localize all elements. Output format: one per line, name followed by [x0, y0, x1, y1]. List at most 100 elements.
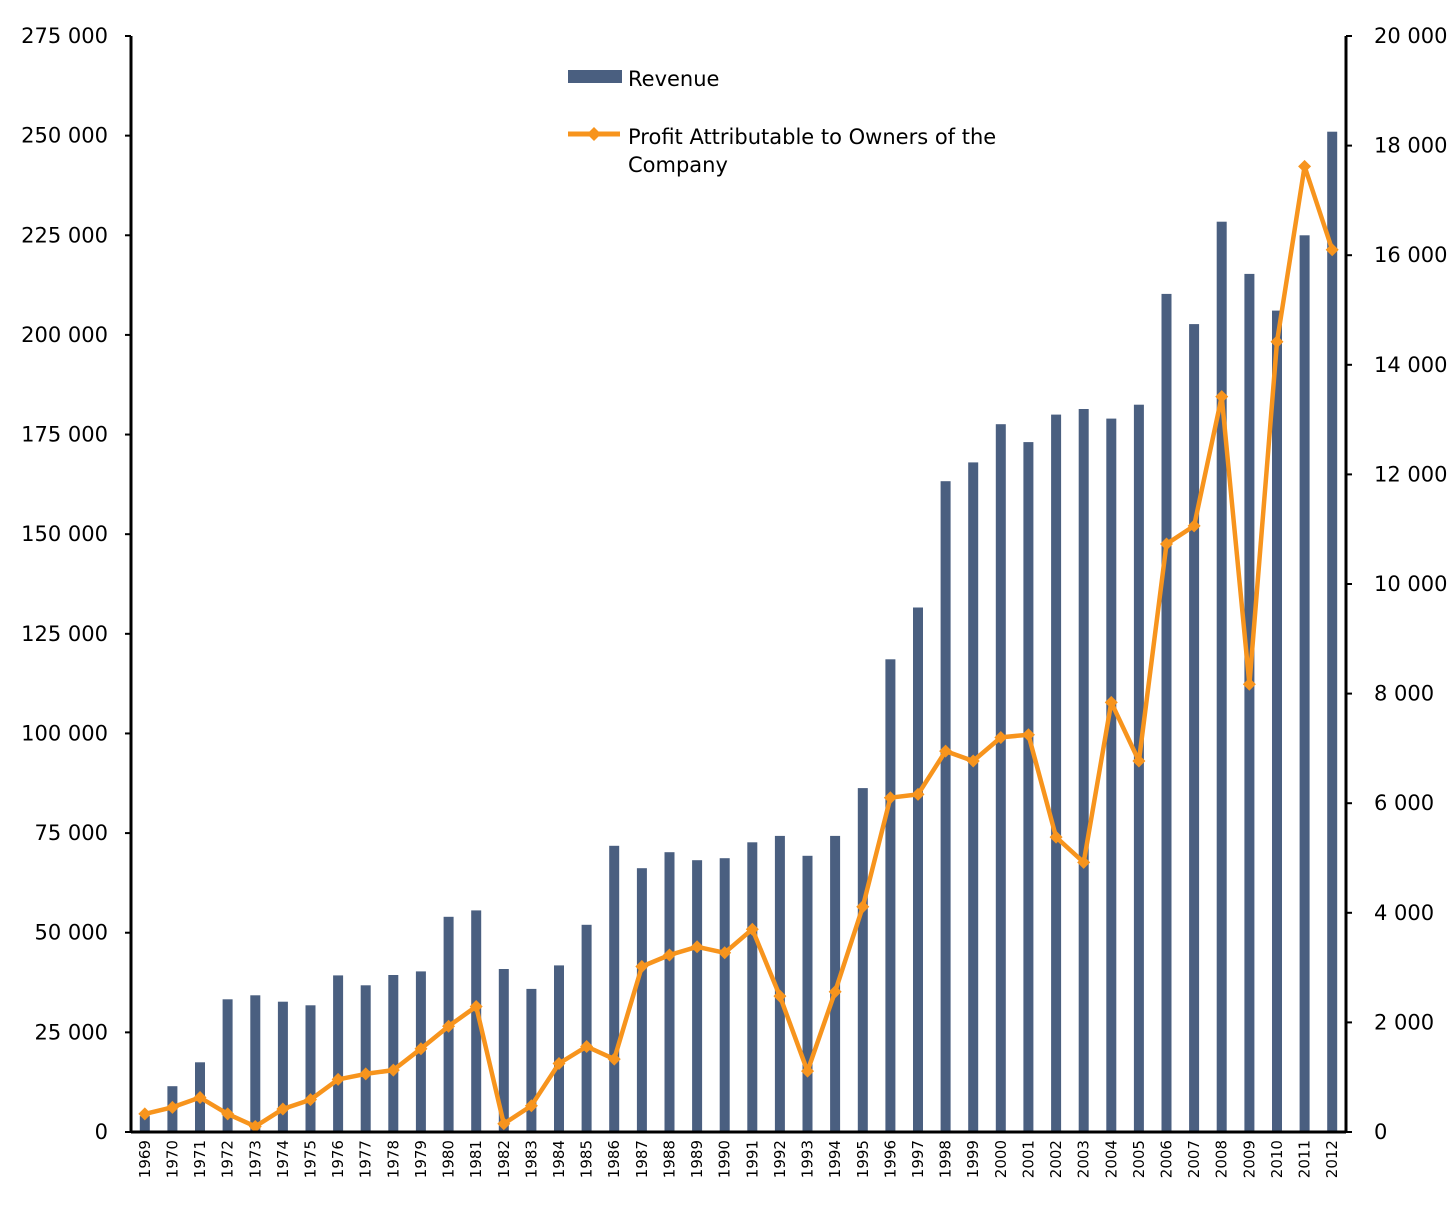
x-tick-label-2002: 2002	[1047, 1140, 1065, 1178]
legend-revenue-swatch	[568, 70, 622, 83]
x-tick-label-1988: 1988	[660, 1140, 678, 1178]
x-tick-label-2004: 2004	[1102, 1140, 1120, 1178]
x-tick-label-1985: 1985	[578, 1140, 596, 1178]
left-tick-label: 75 000	[35, 821, 108, 845]
x-tick-label-2000: 2000	[992, 1140, 1010, 1178]
profit-marker-1988	[662, 948, 676, 962]
profit-marker-1983	[524, 1099, 538, 1113]
profit-marker-2002	[1049, 830, 1063, 844]
x-tick-label-1997: 1997	[909, 1140, 927, 1178]
left-tick-label: 225 000	[21, 223, 108, 247]
x-tick-label-1989: 1989	[688, 1140, 706, 1178]
x-tick-label-2005: 2005	[1130, 1140, 1148, 1178]
revenue-bar-2000	[995, 424, 1006, 1132]
x-tick-label-1995: 1995	[854, 1140, 872, 1178]
left-tick-label: 50 000	[35, 921, 108, 945]
x-tick-label-1994: 1994	[826, 1140, 844, 1178]
x-tick-label-1970: 1970	[163, 1140, 181, 1178]
legend-profit-swatch-marker	[587, 127, 601, 141]
left-tick-label: 275 000	[21, 24, 108, 48]
profit-marker-1970	[165, 1100, 179, 1114]
profit-marker-1990	[718, 946, 732, 960]
x-tick-label-1979: 1979	[412, 1140, 430, 1178]
profit-marker-1982	[497, 1117, 511, 1131]
x-tick-label-1984: 1984	[550, 1140, 568, 1178]
x-tick-label-1971: 1971	[191, 1140, 209, 1178]
right-tick-label: 20 000	[1374, 24, 1447, 48]
x-tick-label-2007: 2007	[1185, 1140, 1203, 1178]
x-tick-label-2010: 2010	[1268, 1140, 1286, 1178]
left-tick-label: 0	[95, 1120, 108, 1144]
right-tick-label: 6 000	[1374, 791, 1434, 815]
x-tick-label-1990: 1990	[716, 1140, 734, 1178]
x-tick-label-1982: 1982	[495, 1140, 513, 1178]
right-tick-label: 14 000	[1374, 353, 1447, 377]
profit-marker-2012	[1325, 243, 1339, 257]
profit-marker-1977	[359, 1067, 373, 1081]
x-tick-label-2009: 2009	[1240, 1140, 1258, 1178]
legend: Revenue Profit Attributable to Owners of…	[568, 67, 996, 177]
profit-marker-1995	[856, 900, 870, 914]
x-tick-label-2012: 2012	[1323, 1140, 1341, 1178]
left-tick-label: 175 000	[21, 423, 108, 447]
revenue-bar-2007	[1189, 324, 1200, 1133]
profit-marker-1989	[690, 940, 704, 954]
revenue-bar-1972	[222, 999, 233, 1132]
revenue-bar-1969	[139, 1116, 150, 1132]
profit-marker-1985	[580, 1040, 594, 1054]
profit-marker-1969	[138, 1107, 152, 1121]
profit-marker-1992	[773, 989, 787, 1003]
right-tick-label: 2 000	[1374, 1010, 1434, 1034]
x-tick-label-1978: 1978	[384, 1140, 402, 1178]
revenue-bar-1999	[968, 462, 979, 1132]
revenue-bar-1997	[913, 607, 923, 1132]
x-tick-label-1980: 1980	[440, 1140, 458, 1178]
right-tick-label: 10 000	[1374, 572, 1447, 596]
revenue-bar-2003	[1078, 409, 1089, 1132]
revenue-bar-2001	[1023, 442, 1034, 1133]
revenue-bar-1973	[250, 995, 261, 1132]
legend-profit-label-line1: Profit Attributable to Owners of the	[628, 125, 996, 149]
revenue-bar-1994	[830, 835, 841, 1132]
profit-marker-2001	[1021, 728, 1035, 742]
legend-revenue-label: Revenue	[628, 67, 719, 91]
revenue-bar-2008	[1216, 221, 1227, 1132]
right-tick-label: 16 000	[1374, 243, 1447, 267]
x-tick-label-1996: 1996	[881, 1140, 899, 1178]
profit-marker-1997	[911, 787, 925, 801]
profit-marker-1974	[276, 1102, 290, 1116]
profit-marker-1975	[303, 1093, 317, 1107]
left-tick-label: 100 000	[21, 721, 108, 745]
profit-marker-2005	[1132, 754, 1146, 768]
profit-marker-1979	[414, 1042, 428, 1056]
x-tick-label-1973: 1973	[246, 1140, 264, 1178]
x-tick-label-1999: 1999	[964, 1140, 982, 1178]
x-tick-label-2011: 2011	[1296, 1140, 1314, 1178]
profit-marker-2006	[1160, 537, 1174, 551]
x-tick-label-2008: 2008	[1213, 1140, 1231, 1178]
revenue-bar-1992	[774, 835, 785, 1132]
revenue-bar-1986	[609, 845, 620, 1132]
revenue-bar-1985	[581, 924, 592, 1132]
profit-marker-2010	[1270, 335, 1284, 349]
profit-marker-1971	[193, 1090, 207, 1104]
x-tick-label-1969: 1969	[136, 1140, 154, 1178]
x-tick-label-1991: 1991	[743, 1140, 761, 1178]
revenue-bar-1993	[802, 855, 813, 1132]
x-tick-label-1993: 1993	[799, 1140, 817, 1178]
profit-marker-2011	[1298, 159, 1312, 173]
right-tick-label: 12 000	[1374, 462, 1447, 486]
revenue-bar-2004	[1106, 418, 1117, 1133]
profit-marker-2007	[1187, 519, 1201, 533]
x-tick-label-2001: 2001	[1019, 1140, 1037, 1178]
x-axis: 1969 1970 1971 1972 1973 1974 1975 1976 1977 1978…	[136, 1140, 1341, 1178]
profit-marker-1978	[386, 1063, 400, 1077]
legend-profit-label-line2: Company	[628, 153, 728, 177]
profit-marker-1987	[635, 960, 649, 974]
profit-marker-1994	[828, 985, 842, 999]
right-tick-label: 8 000	[1374, 682, 1434, 706]
revenue-bar-1990	[719, 858, 730, 1132]
revenue-bars	[139, 131, 1338, 1133]
revenue-bar-1998	[940, 481, 951, 1132]
